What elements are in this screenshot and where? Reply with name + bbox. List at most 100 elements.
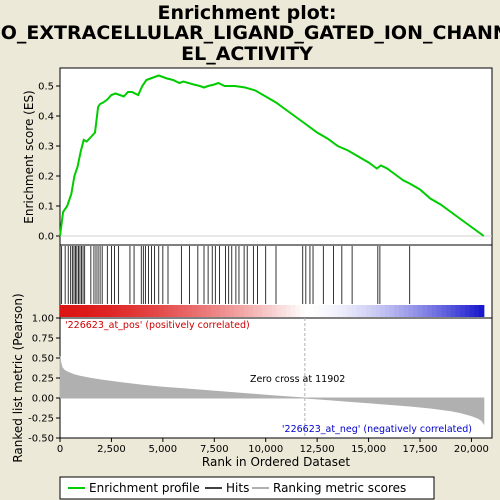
color-bar-segment (177, 305, 184, 317)
x-tick-label: 10,000 (248, 444, 283, 455)
x-tick-label: 15,000 (351, 444, 386, 455)
color-bar-segment (92, 305, 99, 317)
color-bar-segment (238, 305, 245, 317)
color-bar-segment (168, 305, 174, 317)
color-bar-segment (248, 305, 254, 317)
rank-color-bar (60, 305, 485, 317)
color-bar-segment (479, 305, 485, 317)
color-bar-segment (450, 305, 457, 317)
metric-y-tick-label: -0.25 (28, 414, 54, 425)
color-bar-segment (125, 305, 132, 317)
es-y-tick-label: 0.5 (38, 82, 54, 93)
color-bar-segment (290, 305, 297, 317)
color-bar-segment (243, 305, 249, 317)
es-y-tick-label: 0.0 (38, 232, 54, 243)
color-bar-segment (271, 305, 278, 317)
color-bar-segment (441, 305, 447, 317)
color-bar-segment (361, 305, 367, 317)
color-bar-segment (205, 305, 212, 317)
positive-correlation-label: '226623_at_pos' (positively correlated) (65, 320, 250, 331)
color-bar-segment (427, 305, 433, 317)
color-bar-segment (220, 305, 226, 317)
color-bar-segment (135, 305, 141, 317)
color-bar-segment (276, 305, 282, 317)
color-bar-segment (173, 305, 179, 317)
color-bar-segment (201, 305, 207, 317)
color-bar-segment (97, 305, 103, 317)
color-bar-segment (281, 305, 287, 317)
color-bar-segment (314, 305, 320, 317)
x-tick-label: 5,000 (149, 444, 178, 455)
color-bar-segment (431, 305, 438, 317)
color-bar-segment (417, 305, 424, 317)
color-bar-segment (337, 305, 344, 317)
color-bar-segment (309, 305, 315, 317)
color-bar-segment (389, 305, 395, 317)
color-bar-segment (295, 305, 301, 317)
legend-metric-label: Ranking metric scores (273, 481, 406, 495)
color-bar-segment (121, 305, 127, 317)
legend-box (59, 476, 435, 500)
color-bar-segment (210, 305, 216, 317)
color-bar-segment (111, 305, 118, 317)
es-y-axis: 0.0 0.1 0.2 0.3 0.4 0.5 (38, 82, 60, 243)
es-y-tick-label: 0.1 (38, 202, 54, 213)
es-y-tick-label: 0.4 (38, 112, 54, 123)
color-bar-segment (422, 305, 428, 317)
color-bar-segment (460, 305, 466, 317)
color-bar-segment (347, 305, 353, 317)
x-tick-label: 7,500 (200, 444, 229, 455)
color-bar-segment (380, 305, 386, 317)
color-bar-segment (399, 305, 405, 317)
color-bar-segment (304, 305, 311, 317)
color-bar-segment (446, 305, 452, 317)
color-bar-segment (351, 305, 358, 317)
es-y-tick-label: 0.2 (38, 172, 54, 183)
color-bar-segment (234, 305, 240, 317)
color-bar-segment (328, 305, 334, 317)
color-bar-segment (74, 305, 80, 317)
x-tick-label: 20,000 (454, 444, 489, 455)
color-bar-segment (370, 305, 377, 317)
metric-y-axis: -0.50 -0.25 0.00 0.25 0.50 0.75 1.00 (28, 314, 60, 445)
color-bar-segment (187, 305, 193, 317)
color-bar-segment (257, 305, 264, 317)
plot-title-line-3: EL_ACTIVITY (181, 43, 313, 65)
enrichment-profile-line (59, 74, 485, 237)
color-bar-segment (469, 305, 475, 317)
color-bar-segment (140, 305, 146, 317)
x-tick-label: 12,500 (300, 444, 335, 455)
color-bar-segment (224, 305, 231, 317)
color-bar-segment (455, 305, 461, 317)
metric-y-tick-label: 0.25 (32, 374, 54, 385)
color-bar-segment (229, 305, 235, 317)
color-bar-segment (163, 305, 169, 317)
metric-y-tick-label: 0.50 (32, 354, 54, 365)
color-bar-segment (342, 305, 348, 317)
metric-y-tick-label: 0.75 (32, 334, 54, 345)
color-bar-segment (436, 305, 442, 317)
x-tick-label: 2,500 (97, 444, 126, 455)
plot-title-line-2: GO_EXTRACELLULAR_LIGAND_GATED_ION_CHANN (0, 22, 500, 44)
metric-panel (59, 317, 493, 439)
color-bar-segment (384, 305, 391, 317)
color-bar-segment (154, 305, 160, 317)
color-bar-segment (356, 305, 362, 317)
legend-hits-label: Hits (226, 481, 249, 495)
metric-y-tick-label: 1.00 (32, 314, 54, 325)
color-bar-segment (464, 305, 471, 317)
color-bar-segment (408, 305, 414, 317)
x-tick-label: 17,500 (403, 444, 438, 455)
color-bar-segment (83, 305, 89, 317)
es-panel (59, 67, 493, 246)
color-bar-segment (144, 305, 151, 317)
color-bar-segment (253, 305, 259, 317)
es-y-tick-label: 0.3 (38, 142, 54, 153)
color-bar-segment (182, 305, 188, 317)
color-bar-segment (88, 305, 94, 317)
ranking-metric-area (59, 356, 485, 426)
color-bar-segment (60, 305, 66, 317)
metric-x-axis: 0 2,500 5,000 7,500 10,000 12,500 15,000 17,500… (57, 438, 489, 455)
color-bar-segment (191, 305, 198, 317)
color-bar-segment (149, 305, 155, 317)
